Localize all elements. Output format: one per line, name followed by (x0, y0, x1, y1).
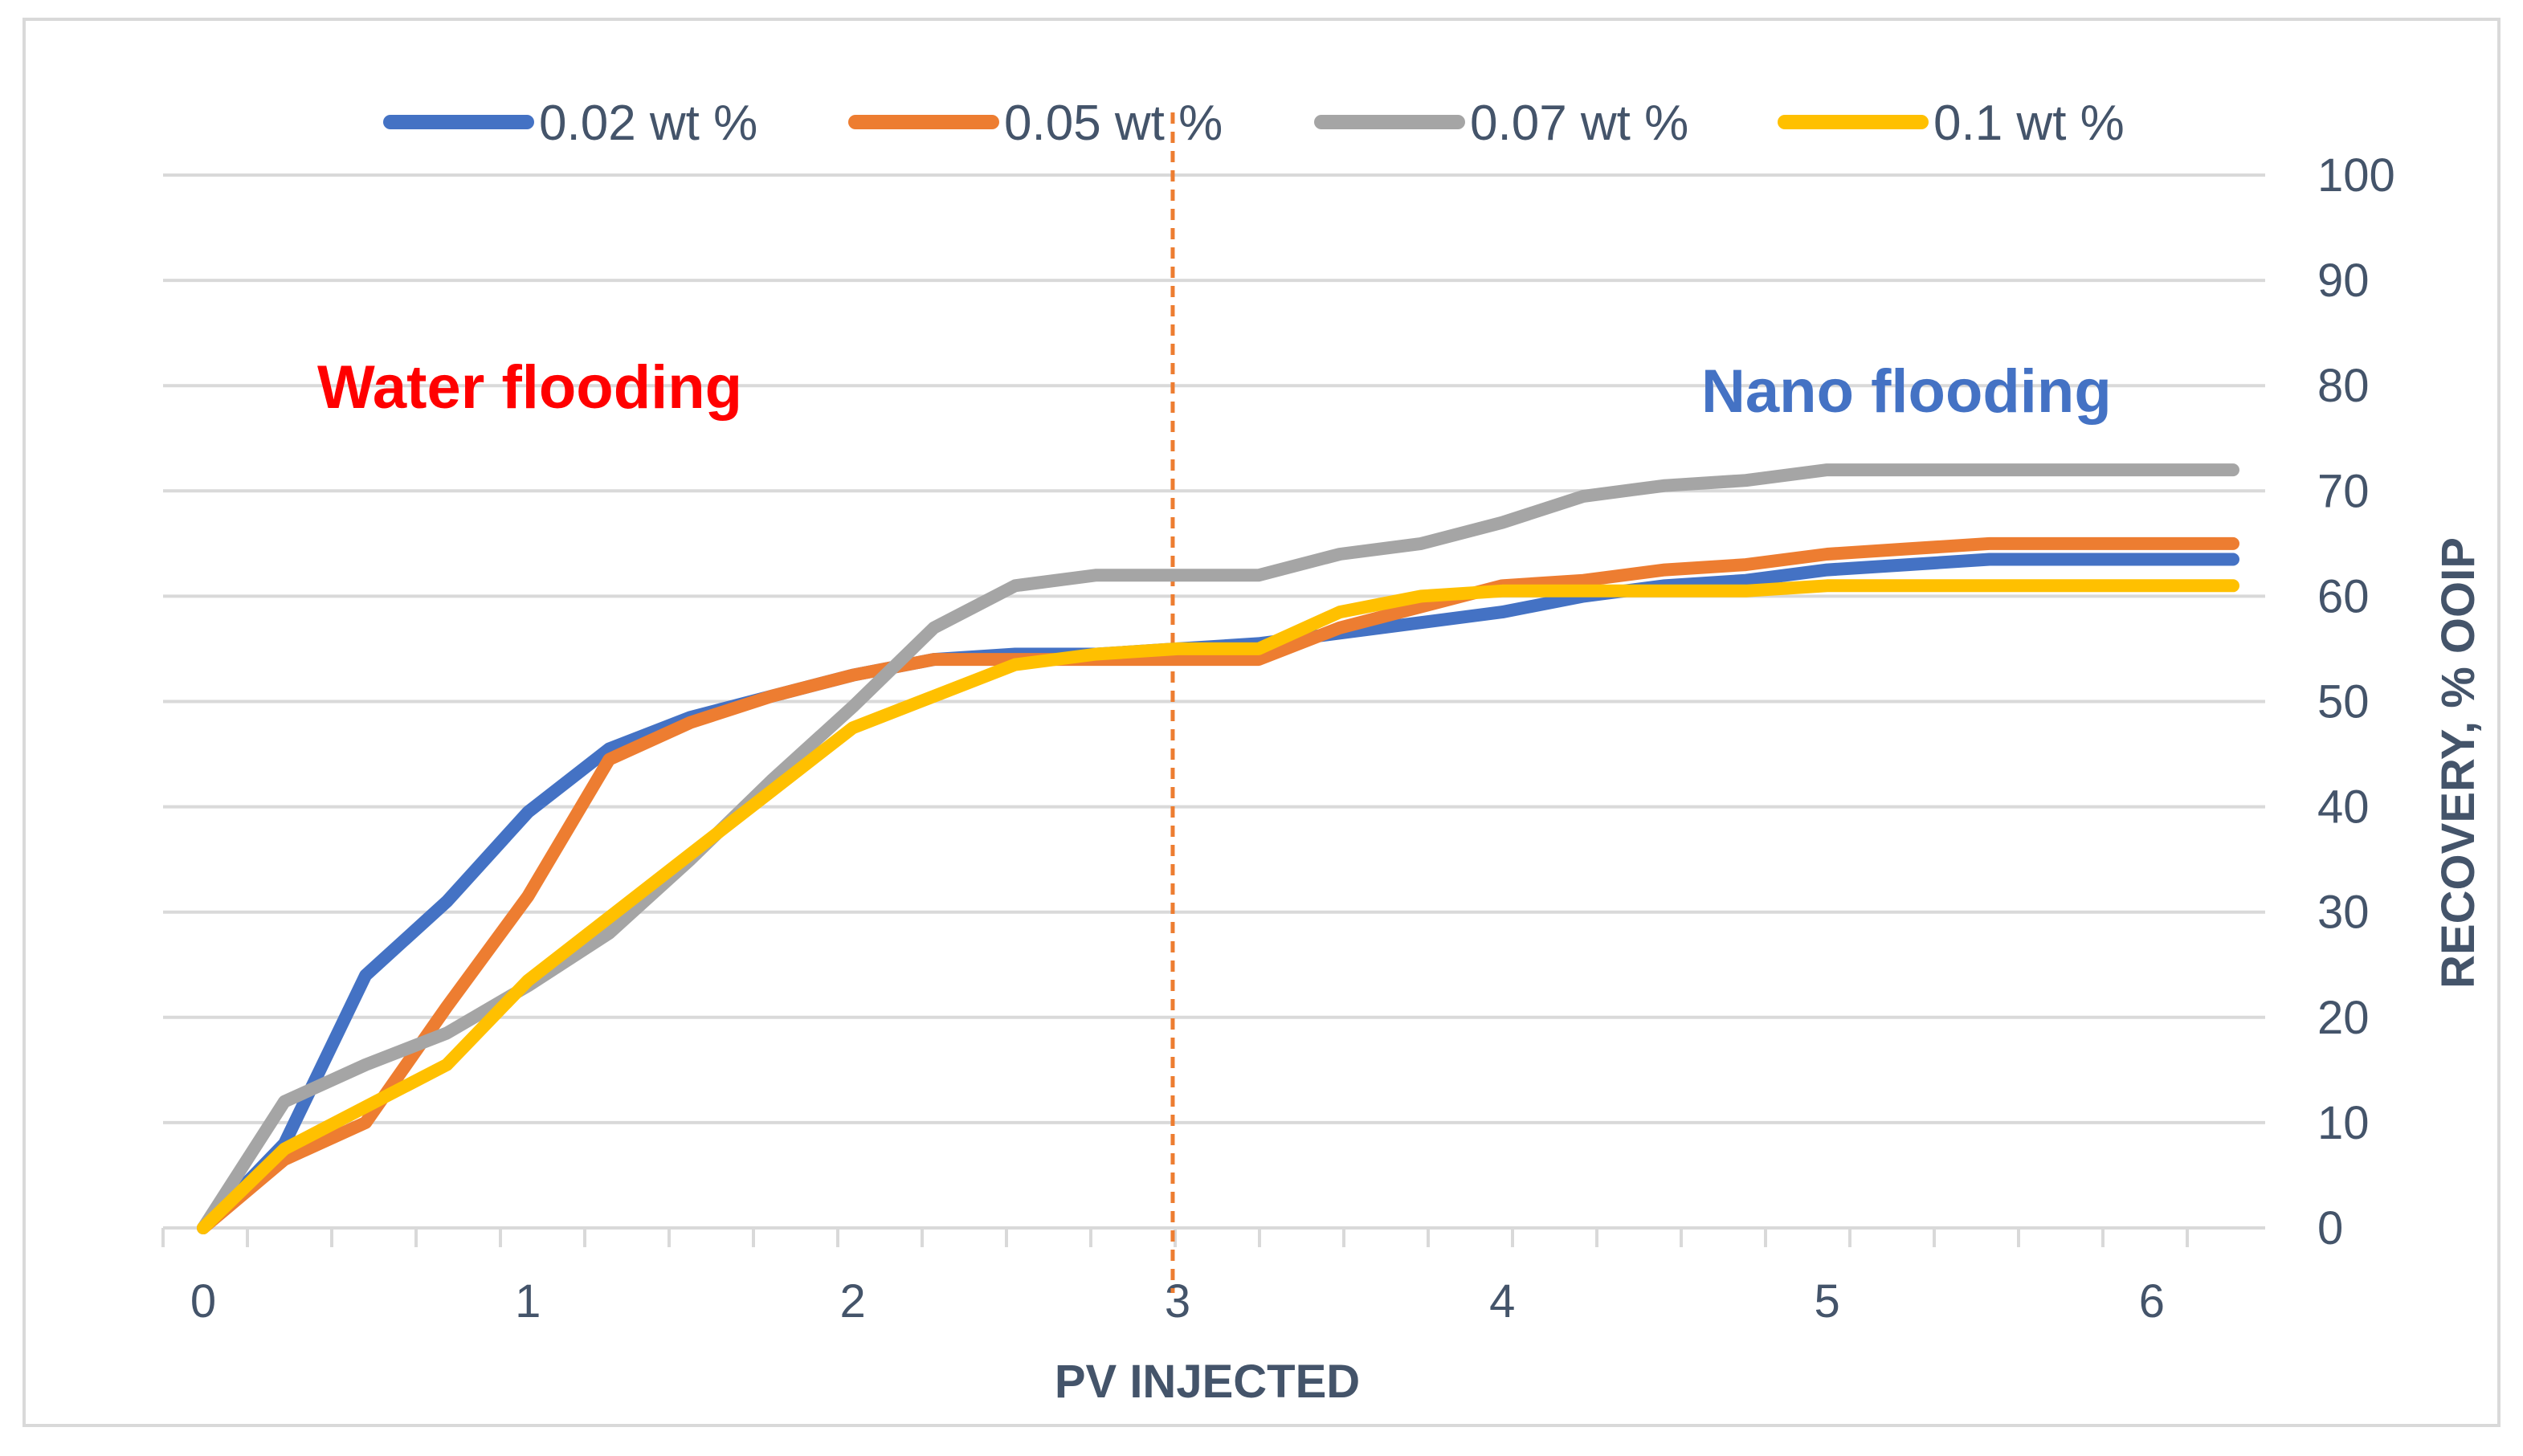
y-tick-label: 40 (2317, 781, 2370, 834)
y-axis-title: RECOVERY, % OOIP (2432, 537, 2484, 989)
y-tick-label: 10 (2317, 1097, 2370, 1149)
x-tick-label: 6 (2139, 1275, 2165, 1328)
x-tick-label: 4 (1489, 1275, 1515, 1328)
y-tick-label: 60 (2317, 570, 2370, 622)
y-tick-label: 100 (2317, 149, 2395, 202)
x-tick-label: 3 (1165, 1275, 1190, 1328)
y-tick-label: 50 (2317, 676, 2370, 728)
x-tick-label: 5 (1814, 1275, 1839, 1328)
series-line-2 (197, 536, 2239, 1234)
y-tick-label: 20 (2317, 992, 2370, 1044)
y-tick-label: 90 (2317, 255, 2370, 307)
water-flooding-label: Water flooding (317, 353, 742, 422)
x-axis (161, 1226, 2265, 1247)
legend-label-1: 0.02 wt % (539, 96, 757, 151)
nano-flooding-label: Nano flooding (1701, 357, 2112, 426)
x-axis-ticks: 0 1 2 3 4 5 6 (190, 1275, 2165, 1328)
y-axis-ticks: 0 10 20 30 40 50 60 70 80 90 100 (2317, 149, 2395, 1254)
legend-label-3: 0.07 wt % (1470, 96, 1688, 151)
y-tick-label: 70 (2317, 465, 2370, 517)
legend-label-4: 0.1 wt % (1933, 96, 2125, 151)
series-lines (197, 463, 2239, 1234)
series-line-4 (197, 579, 2239, 1234)
gridlines (163, 173, 2265, 1124)
legend: 0.02 wt % 0.05 wt % 0.07 wt % 0.1 wt % (383, 96, 2125, 151)
x-tick-label: 2 (840, 1275, 866, 1328)
chart-frame (22, 18, 2501, 1427)
x-tick-label: 1 (515, 1275, 541, 1328)
y-tick-label: 80 (2317, 360, 2370, 412)
x-axis-title: PV INJECTED (1055, 1356, 1360, 1408)
y-tick-label: 0 (2317, 1202, 2343, 1254)
x-tick-label: 0 (190, 1275, 216, 1328)
legend-label-2: 0.05 wt % (1004, 96, 1223, 151)
y-tick-label: 30 (2317, 887, 2370, 939)
